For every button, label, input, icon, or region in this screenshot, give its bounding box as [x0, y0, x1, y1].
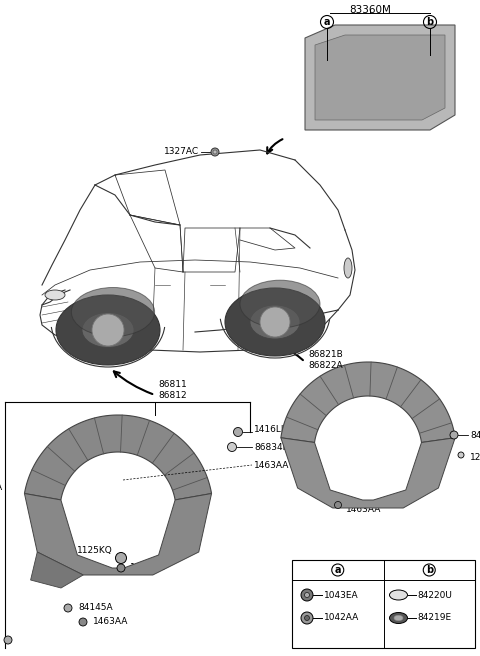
Text: 1125KQ: 1125KQ: [77, 546, 113, 554]
Text: 1416LK: 1416LK: [254, 424, 288, 434]
Circle shape: [117, 564, 125, 572]
Circle shape: [304, 615, 310, 621]
Circle shape: [211, 148, 219, 156]
Text: a: a: [324, 17, 330, 27]
Circle shape: [64, 604, 72, 612]
Ellipse shape: [225, 288, 325, 356]
Ellipse shape: [389, 613, 408, 623]
Ellipse shape: [389, 590, 408, 600]
Text: 1327AC: 1327AC: [164, 148, 199, 157]
Circle shape: [335, 501, 341, 508]
Circle shape: [458, 452, 464, 458]
Polygon shape: [31, 552, 83, 588]
Ellipse shape: [82, 312, 134, 348]
Text: 84219E: 84219E: [418, 613, 452, 623]
Ellipse shape: [394, 615, 403, 621]
Circle shape: [4, 636, 12, 644]
Circle shape: [213, 150, 217, 154]
Text: 1463AA: 1463AA: [93, 617, 128, 626]
Text: 1042AA: 1042AA: [324, 613, 359, 623]
Circle shape: [450, 431, 458, 439]
Bar: [292, 560, 475, 648]
Polygon shape: [315, 35, 445, 120]
Text: 1463AA: 1463AA: [130, 564, 166, 573]
Circle shape: [233, 428, 242, 436]
Text: a: a: [335, 565, 341, 575]
Text: 83360M: 83360M: [349, 5, 391, 15]
Circle shape: [301, 612, 313, 624]
Text: 84220U: 84220U: [418, 590, 452, 600]
Polygon shape: [281, 362, 455, 443]
Text: b: b: [426, 17, 433, 27]
Polygon shape: [305, 25, 455, 130]
Text: 1463AA: 1463AA: [346, 506, 382, 514]
Text: 86811
86812: 86811 86812: [158, 380, 187, 400]
Ellipse shape: [240, 280, 320, 328]
Circle shape: [79, 618, 87, 626]
Circle shape: [301, 589, 313, 601]
Text: 84145A: 84145A: [470, 430, 480, 440]
Circle shape: [304, 592, 310, 598]
Text: 1043EA: 1043EA: [324, 590, 359, 600]
Text: b: b: [426, 565, 433, 575]
Polygon shape: [281, 438, 455, 508]
Ellipse shape: [344, 258, 352, 278]
Text: 1463AA: 1463AA: [254, 461, 289, 470]
Text: 84145A: 84145A: [78, 604, 113, 613]
Ellipse shape: [56, 295, 160, 365]
Ellipse shape: [72, 287, 155, 337]
Ellipse shape: [250, 305, 300, 339]
Circle shape: [260, 307, 290, 337]
Circle shape: [92, 314, 124, 346]
Text: 1249NL: 1249NL: [470, 453, 480, 462]
Text: 86821B
86822A: 86821B 86822A: [308, 350, 343, 370]
Polygon shape: [24, 493, 212, 575]
Text: 86834E: 86834E: [254, 443, 288, 451]
Ellipse shape: [45, 290, 65, 300]
Circle shape: [116, 552, 127, 564]
Circle shape: [228, 443, 237, 451]
Polygon shape: [24, 415, 212, 500]
Text: 1416BA: 1416BA: [0, 483, 3, 493]
